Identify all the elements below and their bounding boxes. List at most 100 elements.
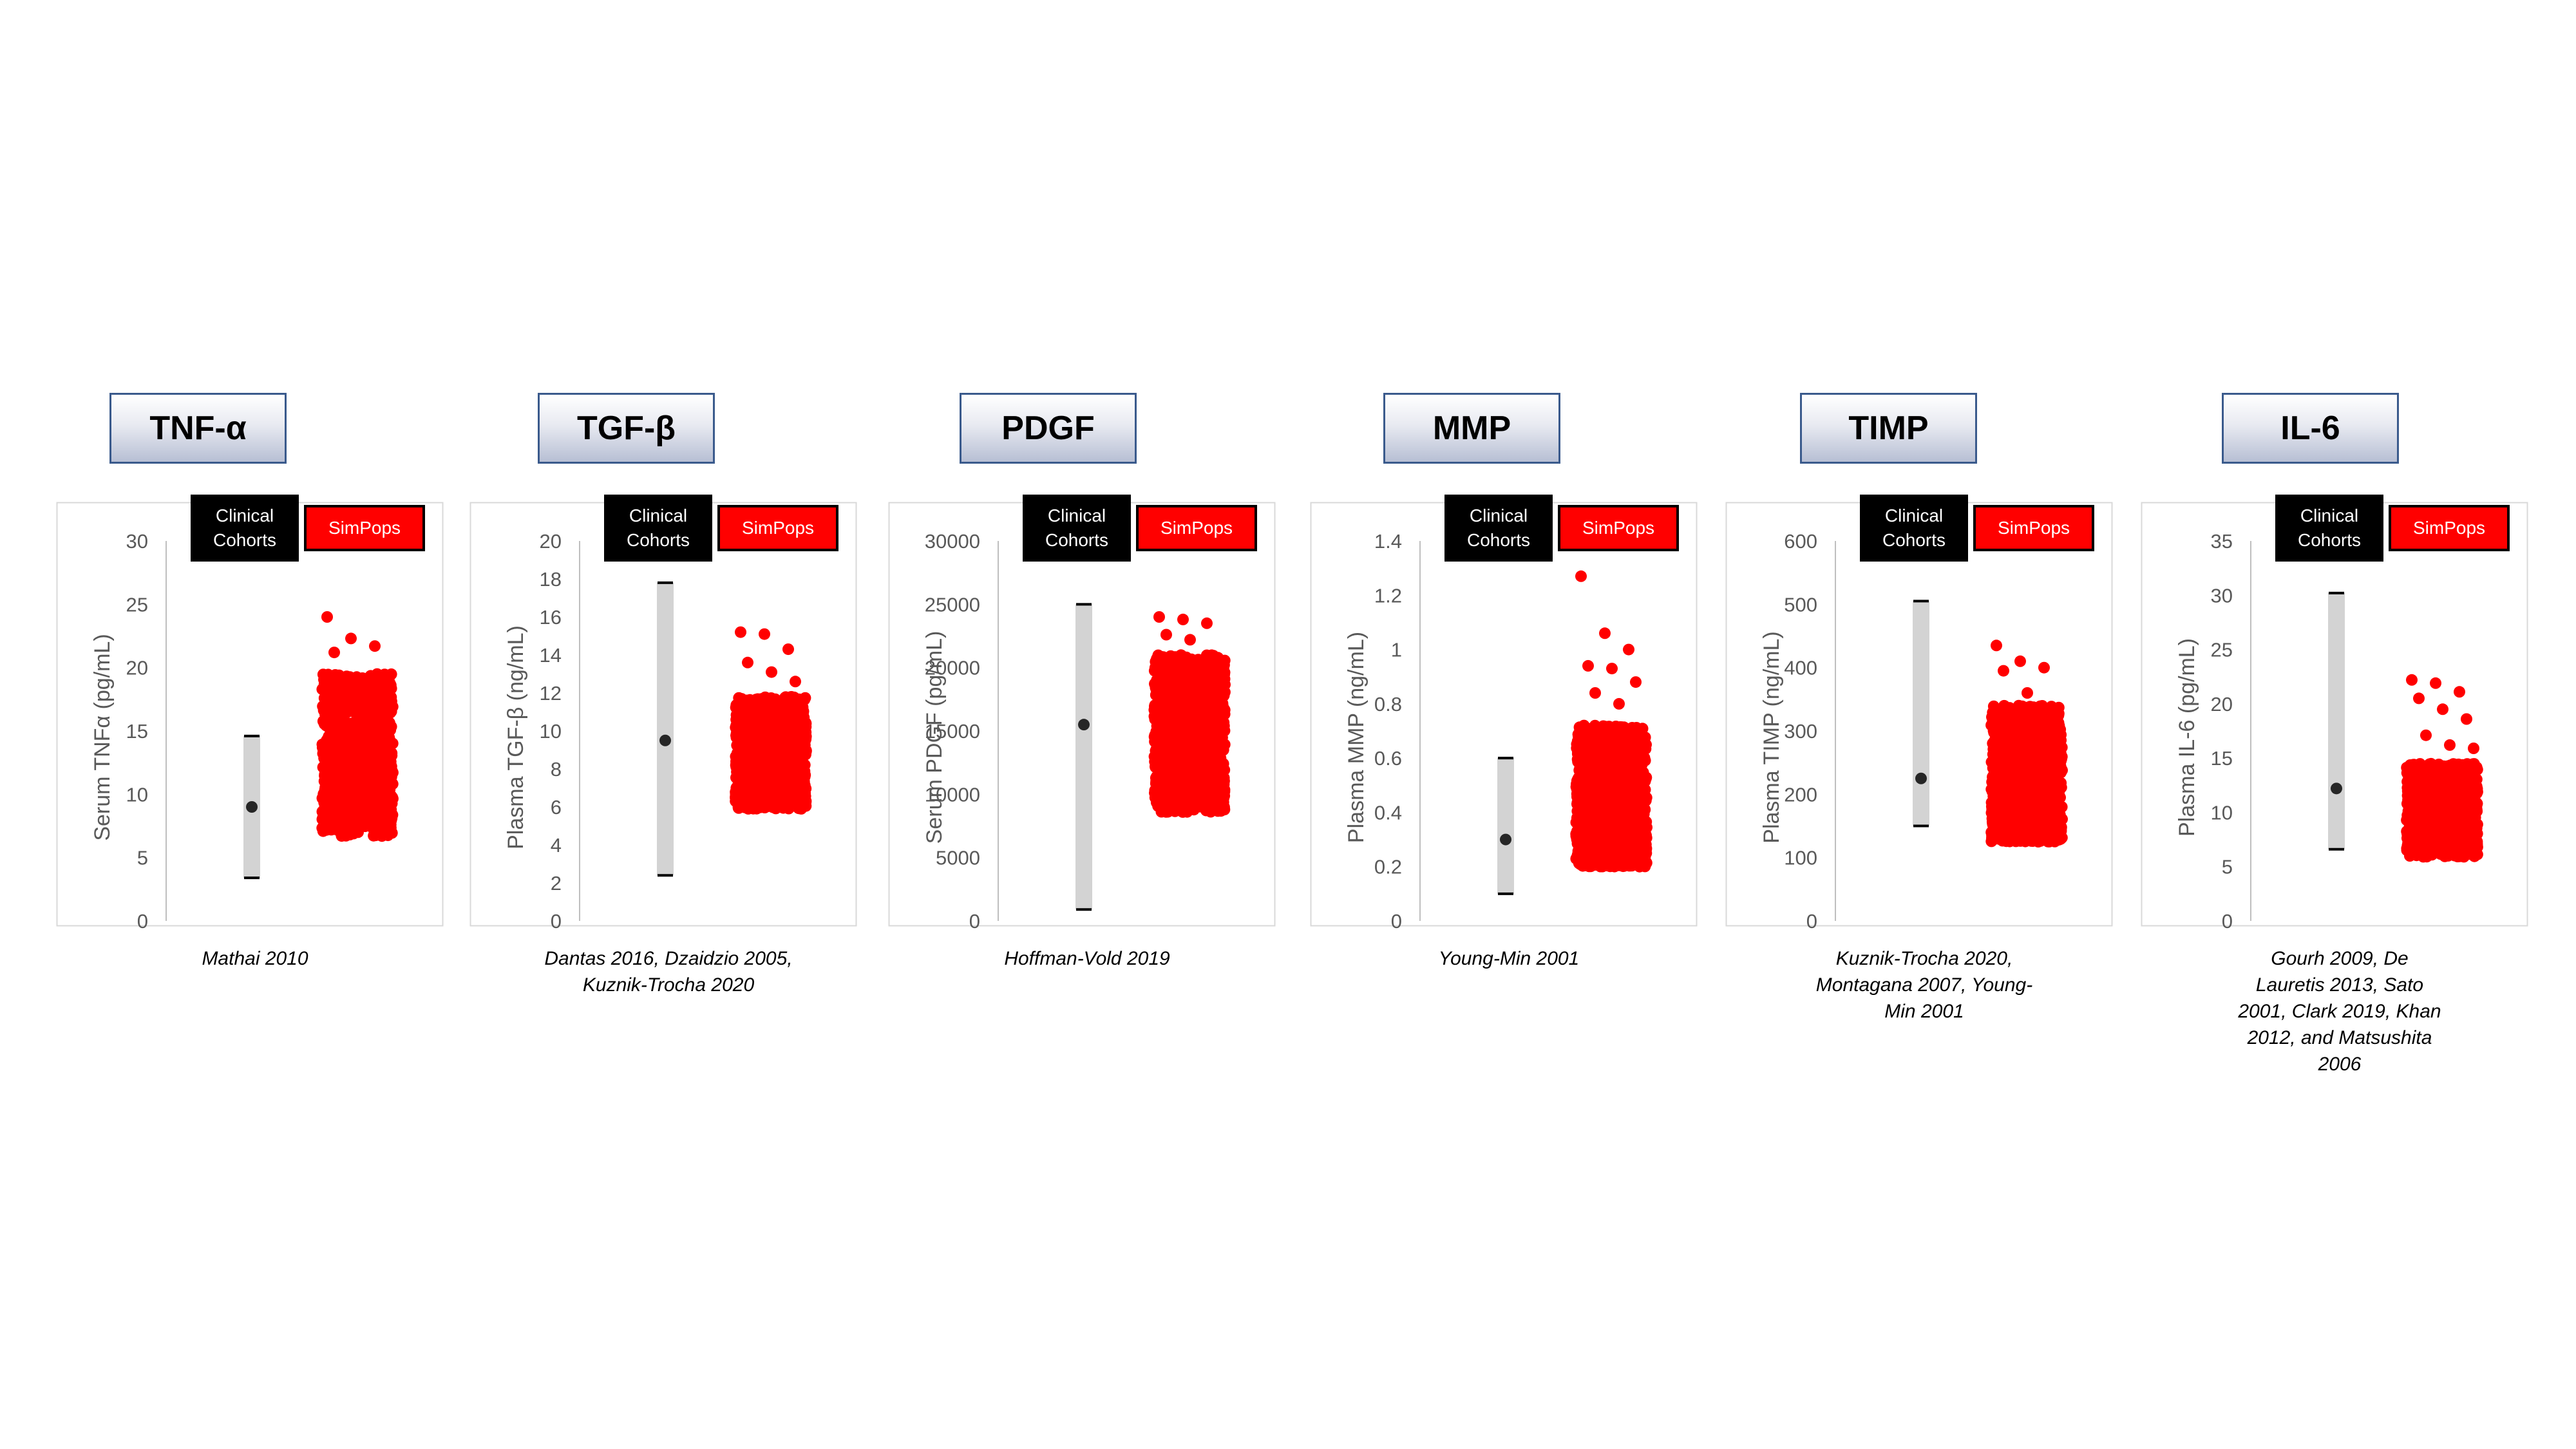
y-tick-label: 15 bbox=[126, 720, 148, 743]
simpops-point bbox=[1156, 656, 1168, 668]
legend-clinical-line2: Cohorts bbox=[1045, 530, 1109, 550]
legend-clinical-line1: Clinical bbox=[215, 506, 274, 526]
simpops-point bbox=[774, 723, 786, 735]
simpops-points bbox=[316, 611, 399, 842]
simpops-point bbox=[370, 679, 382, 691]
simpops-point bbox=[340, 728, 352, 740]
simpops-point bbox=[1160, 771, 1173, 783]
clinical-median-point bbox=[1078, 719, 1090, 731]
y-tick-label: 1.2 bbox=[1374, 584, 1402, 607]
simpops-point bbox=[1208, 801, 1220, 813]
simpops-point bbox=[325, 694, 337, 705]
simpops-point bbox=[386, 701, 399, 713]
clinical-median-point bbox=[246, 801, 258, 813]
simpops-point bbox=[786, 745, 799, 757]
simpops-point bbox=[1195, 665, 1207, 677]
simpops-point bbox=[733, 692, 745, 704]
simpops-point bbox=[373, 712, 385, 724]
y-tick-label: 0.8 bbox=[1374, 693, 1402, 715]
simpops-point bbox=[1209, 778, 1220, 790]
simpops-point bbox=[1162, 799, 1175, 811]
y-tick-label: 4 bbox=[551, 834, 562, 857]
y-tick-label: 2 bbox=[551, 872, 562, 895]
y-tick-label: 20000 bbox=[925, 657, 980, 679]
simpops-point bbox=[1163, 712, 1175, 724]
simpops-point bbox=[384, 761, 397, 773]
simpops-point bbox=[320, 719, 332, 732]
simpops-point bbox=[386, 750, 398, 762]
simpops-outlier-point bbox=[1153, 611, 1165, 623]
simpops-point bbox=[371, 806, 383, 819]
y-tick-label: 5000 bbox=[936, 847, 980, 869]
simpops-point bbox=[375, 732, 388, 744]
y-tick-label: 0 bbox=[551, 910, 562, 933]
simpops-point bbox=[764, 767, 777, 779]
simpops-point bbox=[1159, 698, 1171, 710]
simpops-point bbox=[1174, 699, 1186, 712]
simpops-point bbox=[368, 797, 381, 809]
y-tick-label: 10000 bbox=[925, 783, 980, 806]
simpops-point bbox=[786, 692, 799, 705]
simpops-point bbox=[1184, 694, 1196, 706]
legend-clinical-cohorts: Clinical Cohorts bbox=[1023, 495, 1131, 562]
simpops-point bbox=[759, 758, 772, 770]
simpops-point bbox=[1216, 688, 1228, 700]
legend-simpops: SimPops bbox=[717, 505, 838, 551]
simpops-point bbox=[316, 738, 328, 750]
simpops-point bbox=[1173, 671, 1185, 683]
simpops-point bbox=[783, 778, 795, 790]
simpops-point bbox=[357, 693, 369, 705]
simpops-outlier-point bbox=[1177, 613, 1189, 625]
simpops-outlier-point bbox=[782, 643, 794, 656]
simpops-point bbox=[789, 703, 801, 715]
chart-panel: TNF-α 0 5 10 15 20 25 30 Serum TNFα (pg/mL) Clini… bbox=[56, 0, 475, 1449]
clinical-median-point bbox=[659, 734, 671, 746]
simpops-point bbox=[795, 771, 808, 783]
simpops-point bbox=[320, 791, 332, 803]
y-tick-label: 25 bbox=[126, 593, 148, 616]
citation: Mathai 2010 bbox=[202, 948, 308, 969]
clinical-range-bar bbox=[1497, 758, 1514, 894]
y-tick-label: 14 bbox=[540, 644, 562, 667]
y-axis-label: Serum PDGF (pg/mL) bbox=[922, 631, 947, 844]
simpops-outlier-point bbox=[376, 830, 388, 842]
simpops-outlier-point bbox=[345, 632, 357, 645]
clinical-range-bar bbox=[1075, 604, 1092, 910]
simpops-point bbox=[367, 739, 379, 751]
simpops-outlier-point bbox=[352, 826, 364, 838]
legend-simpops: SimPops bbox=[1136, 505, 1257, 551]
simpops-point bbox=[383, 688, 395, 700]
y-axis-label: Plasma TGF-β (ng/mL) bbox=[504, 625, 528, 849]
simpops-point bbox=[772, 696, 784, 708]
simpops-point bbox=[1164, 722, 1176, 734]
simpops-point bbox=[351, 753, 363, 765]
simpops-point bbox=[1218, 675, 1230, 687]
simpops-point bbox=[385, 668, 397, 680]
simpops-point bbox=[1214, 713, 1226, 725]
simpops-point bbox=[777, 759, 789, 770]
simpops-point bbox=[737, 743, 749, 755]
simpops-point bbox=[1148, 731, 1160, 743]
y-tick-label: 16 bbox=[540, 606, 562, 629]
simpops-point bbox=[323, 705, 335, 717]
citation: Hoffman-Vold 2019 bbox=[1004, 948, 1170, 969]
simpops-point bbox=[794, 721, 806, 733]
simpops-point bbox=[756, 729, 768, 741]
simpops-point bbox=[1217, 697, 1229, 710]
simpops-point bbox=[757, 708, 770, 720]
simpops-point bbox=[370, 702, 383, 714]
simpops-point bbox=[741, 802, 752, 814]
simpops-point bbox=[1215, 755, 1227, 767]
simpops-point bbox=[319, 748, 332, 760]
y-tick-label: 15000 bbox=[925, 720, 980, 743]
simpops-points bbox=[730, 626, 812, 815]
simpops-point bbox=[324, 672, 336, 684]
simpops-point bbox=[352, 706, 365, 718]
simpops-point bbox=[1175, 803, 1188, 815]
simpops-point bbox=[1155, 757, 1168, 770]
simpops-outlier-point bbox=[759, 628, 770, 640]
simpops-point bbox=[345, 802, 357, 815]
simpops-point bbox=[317, 825, 329, 837]
